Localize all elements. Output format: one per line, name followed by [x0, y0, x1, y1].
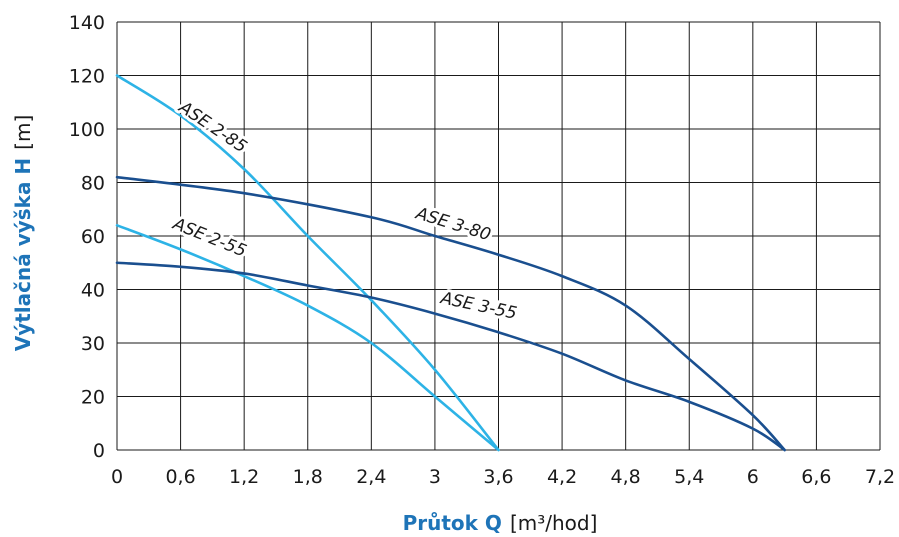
x-tick-label: 1,8 [293, 466, 323, 488]
y-tick-label: 100 [69, 119, 105, 141]
x-tick-label: 6,6 [801, 466, 831, 488]
x-tick-label: 2,4 [356, 466, 386, 488]
x-tick-label: 5,4 [674, 466, 704, 488]
series-label-ase-2-55: ASE 2-55 [169, 214, 249, 262]
y-tick-label: 60 [81, 226, 105, 248]
y-tick-label: 120 [69, 66, 105, 88]
x-tick-label: 7,2 [865, 466, 895, 488]
y-tick-label: 30 [81, 333, 105, 355]
x-tick-label: 6 [747, 466, 759, 488]
series-line-ase-3-55 [115, 261, 786, 452]
series-label-ase-2-85: ASE 2-85 [174, 97, 250, 157]
series-line-ase-2-55 [115, 224, 500, 452]
y-tick-label: 20 [81, 387, 105, 409]
x-tick-label: 3,6 [483, 466, 513, 488]
x-axis-title: Průtok Q [m³/hod] [403, 511, 598, 535]
y-tick-label: 140 [69, 12, 105, 34]
y-tick-label: 0 [93, 440, 105, 462]
series-label-ase-3-80: ASE 3-80 [413, 203, 494, 245]
y-axis-title-main: Výtlačná výška H [11, 158, 35, 351]
x-tick-label: 0 [111, 466, 123, 488]
y-tick-labels: 0 20 30 40 60 80 100 120 140 [69, 12, 105, 462]
y-axis-title: Výtlačná výška H [m] [11, 115, 35, 352]
series-line-ase-2-85 [115, 74, 500, 452]
x-tick-labels: 0 0,6 1,2 1,8 2,4 3 3,6 4,2 4,8 5,4 6 6,6 7,2 [111, 466, 895, 488]
series-line-ase-3-80 [115, 175, 786, 452]
x-axis-title-unit: [m³/hod] [510, 511, 597, 535]
x-tick-label: 0,6 [165, 466, 195, 488]
x-tick-label: 1,2 [229, 466, 259, 488]
x-tick-label: 3 [429, 466, 441, 488]
y-axis-title-unit: [m] [11, 115, 35, 150]
y-tick-label: 80 [81, 173, 105, 195]
x-tick-label: 4,8 [611, 466, 641, 488]
series-lines [115, 74, 786, 452]
x-tick-label: 4,2 [547, 466, 577, 488]
y-tick-label: 40 [81, 280, 105, 302]
x-axis-title-main: Průtok Q [403, 511, 502, 535]
